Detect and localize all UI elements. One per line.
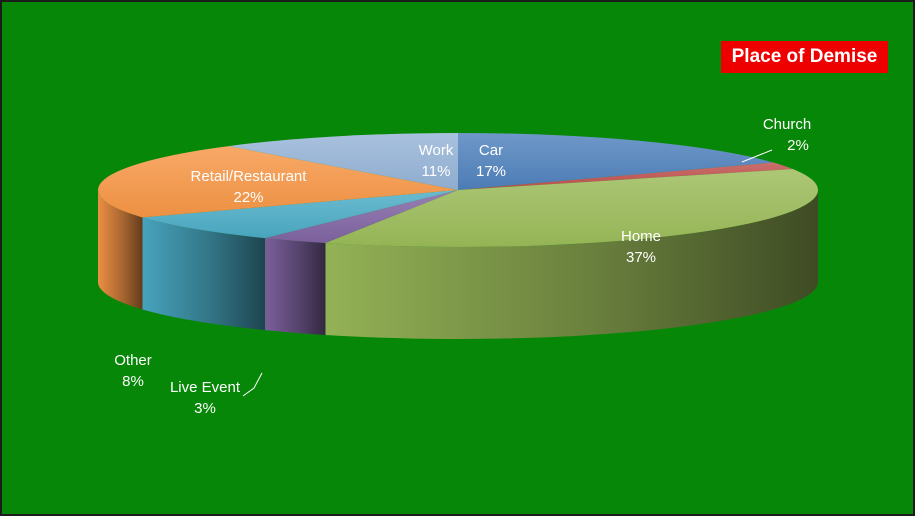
- data-label-retail-value: 22%: [233, 189, 264, 206]
- leader-lines: [242, 149, 773, 397]
- pie-slice-home: [325, 169, 818, 247]
- pie-tops: [98, 133, 818, 247]
- pie-slice-church: [458, 162, 793, 190]
- leader-line-live-event: [242, 372, 263, 397]
- pie-slice-other: [142, 190, 458, 239]
- data-label-car-value: 17%: [475, 163, 507, 180]
- pie-side-retail-restaurant: [98, 190, 143, 310]
- pie-side-home: [325, 190, 818, 339]
- data-label-work-name: Work: [418, 142, 454, 159]
- data-label-other-value: 8%: [122, 373, 144, 390]
- data-label-live-event-value: 3%: [194, 400, 216, 417]
- data-label-work-value: 11%: [421, 163, 451, 180]
- data-label-church-name: Church: [762, 116, 812, 133]
- chart-title: Place of Demise: [721, 41, 888, 73]
- pie-sides: [98, 190, 818, 339]
- data-label-home: Home 37%: [606, 226, 676, 268]
- data-label-car: Car 17%: [466, 140, 516, 182]
- data-label-other-name: Other: [114, 352, 152, 369]
- data-label-retail-name: Retail/Restaurant: [190, 168, 307, 185]
- pie-side-other: [142, 217, 266, 331]
- pie-slice-car: [458, 133, 774, 190]
- pie-slice-live-event: [265, 190, 458, 243]
- data-label-other: Other 8%: [103, 350, 163, 392]
- data-label-retail: Retail/Restaurant 22%: [176, 166, 321, 208]
- data-label-home-value: 37%: [625, 249, 657, 266]
- pie-side-live-event: [265, 238, 326, 335]
- data-label-home-name: Home: [620, 228, 661, 245]
- pie-slice-work: [228, 133, 458, 190]
- data-label-work: Work 11%: [411, 140, 461, 182]
- data-label-church: Church 2%: [752, 114, 822, 156]
- data-label-live-event-name: Live Event: [169, 379, 241, 396]
- data-label-church-value: 2%: [787, 137, 809, 154]
- data-label-live-event: Live Event 3%: [160, 377, 250, 419]
- leader-line-church: [741, 149, 773, 163]
- pie-slice-retail-restaurant: [98, 146, 459, 218]
- data-label-car-name: Car: [478, 142, 504, 159]
